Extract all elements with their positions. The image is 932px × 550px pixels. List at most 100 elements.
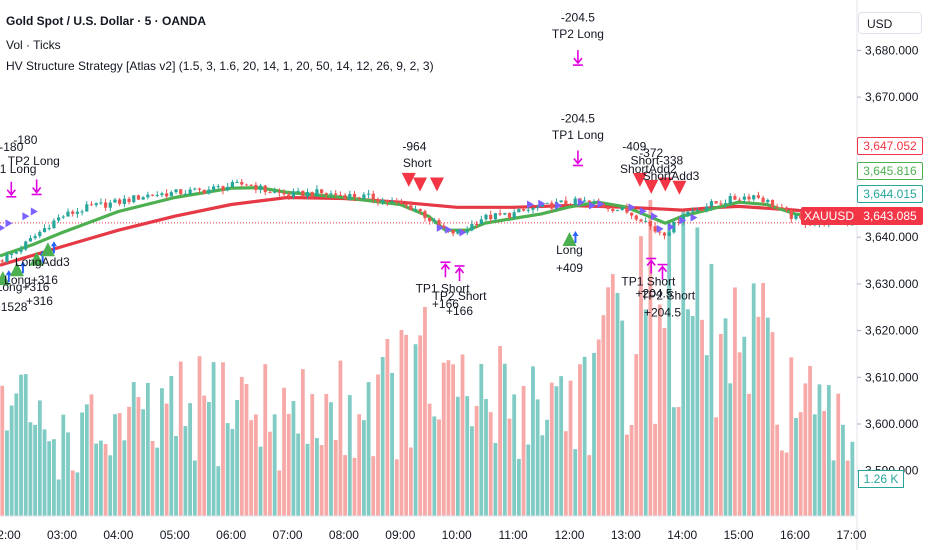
volume-bar: [592, 352, 596, 516]
candle-body: [423, 211, 427, 219]
volume-bar: [286, 413, 291, 516]
candle-body: [14, 251, 18, 254]
candle-body: [235, 181, 239, 183]
time-tick-label: 08:00: [329, 528, 359, 542]
trade-annotation: TP2 Long: [8, 154, 60, 168]
trade-annotation: ShortAdd2: [620, 162, 677, 176]
trade-annotation: -180: [0, 140, 24, 154]
candle-body: [310, 192, 314, 197]
volume-bar: [841, 424, 845, 516]
trade-annotation: Short-338: [630, 153, 683, 167]
time-tick-label: 10:00: [442, 528, 472, 542]
candle-body: [489, 214, 493, 220]
price-tag-teal: 3,644.015: [857, 185, 923, 203]
candle-body: [193, 188, 197, 190]
candle-body: [606, 207, 610, 209]
volume-bar: [305, 443, 310, 516]
volume-bar: [357, 414, 362, 516]
trade-annotation: Long+316: [4, 273, 58, 287]
volume-bar: [404, 334, 409, 516]
volume-bar: [803, 383, 808, 516]
tp-exit-arrow-up: [440, 261, 451, 278]
volume-bar: [42, 429, 47, 516]
candle-body: [202, 189, 206, 194]
candle-body: [620, 207, 624, 211]
volume-bar: [352, 457, 357, 516]
candle-body: [291, 191, 296, 197]
volume-bar: [394, 459, 399, 516]
volume-bar: [249, 420, 254, 516]
candle-body: [531, 207, 535, 210]
candle-body: [38, 232, 42, 237]
volume-indicator-label[interactable]: Vol · Ticks: [6, 38, 61, 52]
candle-body: [475, 223, 479, 225]
candle-body: [728, 196, 732, 204]
trade-annotation: TP1 Long: [552, 128, 604, 142]
volume-bar: [653, 423, 657, 516]
candle-body: [33, 236, 37, 239]
volume-bar: [122, 440, 127, 516]
symbol-title[interactable]: Gold Spot / U.S. Dollar · 5 · OANDA: [6, 14, 207, 28]
candle-body: [348, 193, 352, 199]
arrow-head: [32, 186, 42, 194]
time-axis[interactable]: 02:00 03:00 04:00 05:00 06:00 07:00 08:00 09:00…: [0, 528, 867, 542]
price-axis[interactable]: 3,680.0003,670.0003,660.0003,650.0003,64…: [857, 43, 919, 478]
trade-flag-marker: [690, 213, 698, 222]
short-entry-marker: [644, 179, 659, 194]
volume-bar: [573, 449, 578, 516]
volume-bar: [587, 455, 592, 516]
volume-bar: [610, 274, 615, 516]
candle-body: [5, 254, 9, 262]
trade-annotation: TP1 Short: [416, 281, 471, 295]
candle-body: [273, 191, 277, 193]
volume-bar: [418, 335, 423, 516]
long-entry-marker: [562, 231, 577, 246]
volume-bar: [390, 372, 394, 516]
volume-bar: [474, 405, 479, 516]
candle-body: [103, 202, 108, 208]
volume-bar: [808, 365, 812, 516]
long-entry-marker: [0, 271, 10, 286]
trade-annotation: +204.5: [644, 306, 681, 320]
short-entry-marker: [672, 180, 687, 195]
price-tag-green-ma: 3,645.816: [857, 162, 923, 180]
trade-annotation: TP2 Short: [641, 288, 696, 302]
candle-body: [240, 181, 244, 185]
candle-body: [324, 193, 328, 195]
candle-body: [573, 198, 577, 205]
volume-bar: [221, 362, 225, 516]
candle-body: [470, 223, 474, 231]
candle-body: [644, 221, 648, 223]
strategy-indicator-label[interactable]: HV Structure Strategy [Atlas v2] (1.5, 3…: [6, 59, 434, 73]
trade-flag-marker: [679, 216, 687, 225]
tp-exit-arrow-down: [31, 179, 42, 196]
volume-bar: [23, 374, 28, 516]
volume-bar: [850, 441, 855, 516]
long-entry-marker: [29, 251, 44, 266]
candle-body: [66, 211, 70, 217]
volume-bar: [455, 396, 460, 516]
trade-annotation: Short: [403, 156, 432, 170]
volume-bar: [319, 444, 324, 516]
volume-bar: [563, 431, 568, 516]
volume-bar: [667, 220, 672, 516]
volume-bar: [690, 316, 695, 516]
currency-selector[interactable]: USD: [858, 12, 922, 34]
trade-flag-marker: [459, 228, 467, 237]
trade-flag-marker: [0, 224, 6, 231]
volume-bar: [681, 209, 686, 516]
volume-bar: [465, 396, 470, 516]
volume-bar: [742, 336, 747, 516]
trade-flag-marker: [628, 203, 636, 212]
volume-bar: [423, 306, 427, 516]
candle-body: [24, 241, 28, 250]
candle-body: [352, 193, 357, 198]
volume-bar: [19, 374, 23, 516]
volume-bar: [831, 460, 836, 516]
trade-annotation: -180: [13, 133, 37, 147]
last-price-tag: 3,643.085: [857, 207, 923, 225]
candle-body: [47, 228, 51, 230]
candle-body: [545, 202, 549, 204]
